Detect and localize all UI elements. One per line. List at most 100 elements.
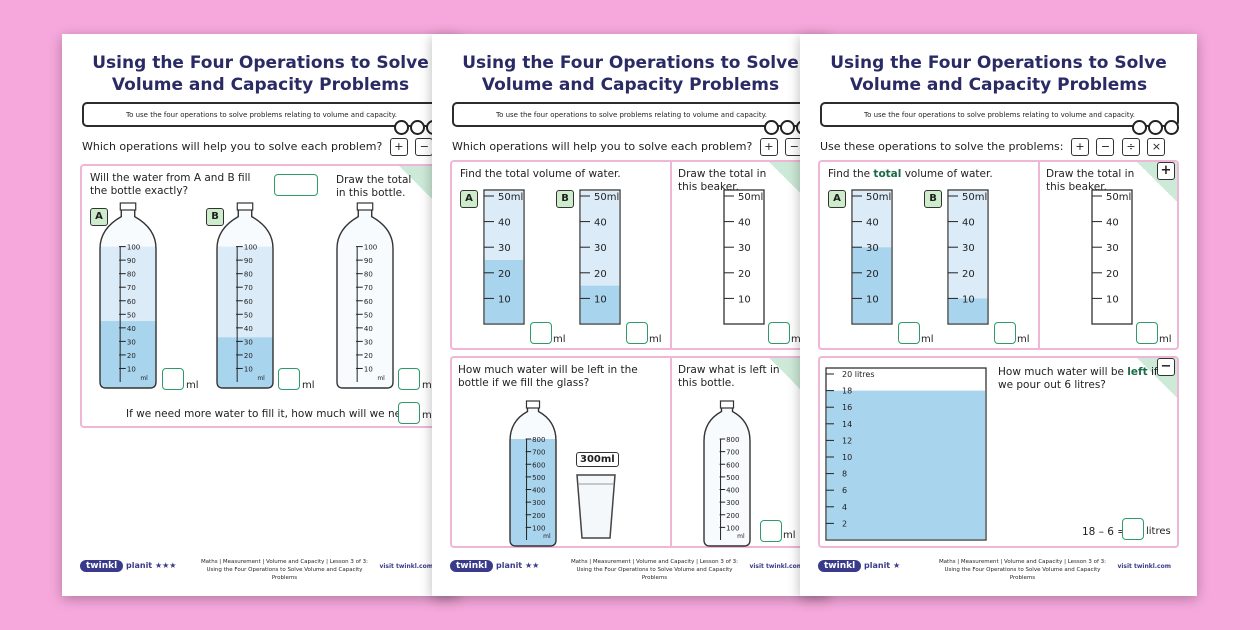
- tick-label: 400: [532, 487, 545, 495]
- visit-link[interactable]: visit twinkl.com: [749, 563, 803, 570]
- glass-label: 300ml: [576, 452, 619, 467]
- plus-icon[interactable]: +: [389, 138, 408, 156]
- answer-box-total[interactable]: [1136, 322, 1158, 344]
- answer-box-litres[interactable]: [1122, 518, 1144, 540]
- unit-label: ml: [737, 533, 745, 540]
- tick-label: 100: [244, 244, 257, 252]
- tick-label: 10: [127, 365, 136, 373]
- tick-label: 60: [364, 298, 373, 306]
- tick-label: 90: [127, 257, 136, 265]
- plus-icon[interactable]: +: [1070, 138, 1089, 156]
- answer-box-b[interactable]: [278, 368, 300, 390]
- tick-label: 4: [842, 503, 847, 512]
- tick-label: 80: [244, 271, 253, 279]
- minus-icon: −: [1157, 358, 1175, 376]
- tick-label: 20: [1106, 269, 1119, 280]
- planit-logo: planit ★: [864, 561, 901, 570]
- tick-label: 40: [498, 218, 511, 229]
- cylinder-b: 50ml 40 30 20 10: [947, 189, 989, 325]
- answer-box-total[interactable]: [768, 322, 790, 344]
- tick-label: 90: [364, 257, 373, 265]
- minus-icon[interactable]: −: [415, 138, 434, 156]
- tick-label: 20 litres: [842, 370, 875, 379]
- worksheet-page-3: Using the Four Operations to Solve Volum…: [800, 34, 1197, 596]
- tick-label: 50: [127, 311, 136, 319]
- answer-box-b[interactable]: [626, 322, 648, 344]
- answer-box[interactable]: [274, 174, 318, 196]
- tick-label: 10: [738, 294, 751, 305]
- unit-label: ml: [257, 375, 265, 382]
- plus-icon: +: [1157, 162, 1175, 180]
- tick-label: 30: [244, 338, 253, 346]
- label-b: B: [206, 208, 224, 226]
- worksheet-page-1: Using the Four Operations to Solve Volum…: [62, 34, 459, 596]
- tick-label: 200: [726, 512, 739, 520]
- tick-label: 2: [842, 519, 847, 528]
- tick-label: 40: [364, 325, 373, 333]
- planit-logo: planit ★★: [496, 561, 540, 570]
- footer: twinkl planit ★★★ Maths | Measurement | …: [80, 554, 441, 581]
- tick-label: 30: [866, 243, 879, 254]
- visit-link[interactable]: visit twinkl.com: [379, 563, 433, 570]
- tick-label: 40: [244, 325, 253, 333]
- beaker-empty: 50ml 40 30 20 10: [723, 189, 765, 325]
- tick-label: 10: [842, 453, 852, 462]
- tick-label: 20: [127, 352, 136, 360]
- tick-label: 20: [364, 352, 373, 360]
- tick-label: 30: [498, 243, 511, 254]
- answer-box-a[interactable]: [898, 322, 920, 344]
- worksheet-page-2: Using the Four Operations to Solve Volum…: [432, 34, 829, 596]
- tick-label: 10: [498, 294, 511, 305]
- problem-panel: Will the water from A and B fill the bot…: [80, 164, 441, 428]
- instruction-text: Draw the total in this bottle.: [336, 174, 412, 199]
- difficulty-circles: [1131, 120, 1179, 144]
- tick-label: 50ml: [962, 192, 987, 203]
- problem-panel-1: + Find the total volume of water. Draw t…: [818, 160, 1179, 350]
- worksheet-title: Using the Four Operations to Solve Volum…: [462, 53, 799, 95]
- answer-box-a[interactable]: [530, 322, 552, 344]
- label-a: A: [90, 208, 108, 226]
- tick-label: 50ml: [738, 192, 763, 203]
- tick-label: 60: [244, 298, 253, 306]
- equation: 18 – 6 =: [1082, 526, 1127, 538]
- tick-label: 200: [532, 512, 545, 520]
- divide-icon[interactable]: ÷: [1121, 138, 1140, 156]
- answer-box-total[interactable]: [398, 368, 420, 390]
- learning-objective: To use the four operations to solve prob…: [82, 102, 441, 135]
- answer-box-b[interactable]: [994, 322, 1016, 344]
- problem-panel-2: How much water will be left in the bottl…: [450, 356, 811, 548]
- tick-label: 700: [726, 449, 739, 457]
- visit-link[interactable]: visit twinkl.com: [1117, 563, 1171, 570]
- tick-label: 40: [738, 218, 751, 229]
- tick-label: 8: [842, 470, 847, 479]
- answer-box-more[interactable]: [398, 402, 420, 424]
- tick-label: 50: [244, 311, 253, 319]
- multiply-icon[interactable]: ×: [1147, 138, 1166, 156]
- operations-row: Which operations will help you to solve …: [452, 138, 829, 156]
- problem-panel-2: − 20 litres 18 16 14 12 10 8 6 4 2 How much water…: [818, 356, 1179, 548]
- unit-label: ml: [140, 375, 148, 382]
- tick-label: 300: [532, 499, 545, 507]
- answer-box-a[interactable]: [162, 368, 184, 390]
- worksheet-title: Using the Four Operations to Solve Volum…: [92, 53, 429, 95]
- tick-label: 100: [127, 244, 140, 252]
- tick-label: 300: [726, 499, 739, 507]
- tick-label: 30: [364, 338, 373, 346]
- learning-objective: To use the four operations to solve prob…: [452, 102, 811, 135]
- minus-icon[interactable]: −: [1096, 138, 1115, 156]
- tick-label: 40: [866, 218, 879, 229]
- footer: twinkl planit ★ Maths | Measurement | Vo…: [818, 554, 1179, 581]
- bottle-empty: 100 90 80 70 60 50 40 30 20 10 ml: [336, 202, 394, 389]
- tick-label: 600: [532, 461, 545, 469]
- plus-icon[interactable]: +: [759, 138, 778, 156]
- answer-box-left[interactable]: [760, 520, 782, 542]
- tick-label: 90: [244, 257, 253, 265]
- tick-label: 800: [532, 436, 545, 444]
- cylinder-b: 50ml 40 30 20 10: [579, 189, 621, 325]
- tick-label: 10: [244, 365, 253, 373]
- cylinder-a: 50ml 40 30 20 10: [483, 189, 525, 325]
- tick-label: 100: [726, 524, 739, 532]
- unit-label: ml: [543, 533, 551, 540]
- tick-label: 80: [364, 271, 373, 279]
- twinkl-logo: twinkl: [80, 560, 124, 572]
